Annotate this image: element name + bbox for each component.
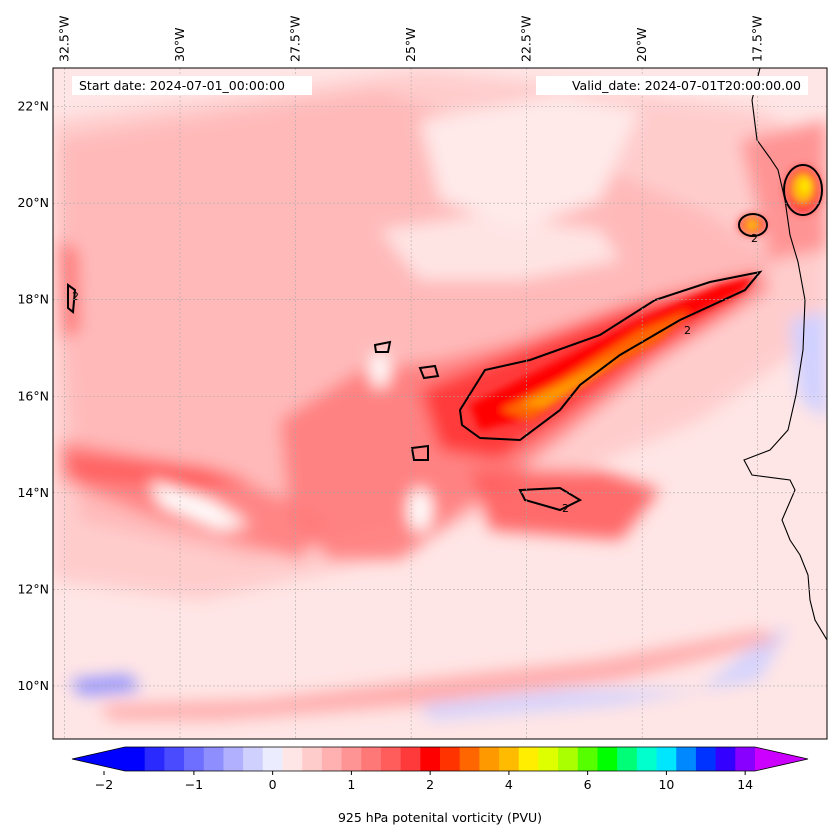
contour-label: 2 — [751, 232, 758, 245]
colorbar-tick-label: −1 — [185, 777, 203, 792]
colorbar-tick-label: 14 — [737, 777, 753, 792]
gridlines — [53, 68, 827, 739]
colorbar-tick-label: 10 — [658, 777, 674, 792]
colorbar-tick-label: 0 — [269, 777, 277, 792]
colorbar-extend-high — [755, 747, 808, 771]
colorbar-swatch — [636, 747, 658, 771]
contour-label: 2 — [72, 290, 79, 303]
colorbar-swatch — [400, 747, 421, 771]
colorbar-tick-label: −2 — [95, 777, 113, 792]
colorbar-tick-label: 4 — [505, 777, 513, 792]
map-frame — [52, 67, 828, 740]
colorbar-swatch — [715, 747, 736, 771]
valid-date-box — [536, 76, 808, 95]
longitude-label: 30°W — [172, 27, 187, 62]
colorbar-tick-label: 2 — [426, 777, 434, 792]
colorbar-outline — [71, 746, 809, 772]
colorbar-swatch — [223, 747, 244, 771]
colorbar-swatch — [597, 747, 618, 771]
colorbar-swatch — [676, 747, 697, 771]
colorbar-swatch — [617, 747, 638, 771]
colorbar-swatch — [125, 747, 146, 771]
colorbar-swatch — [164, 747, 185, 771]
colorbar-swatch — [577, 747, 598, 771]
colorbar-swatch — [282, 747, 303, 771]
colorbar-swatch — [420, 747, 441, 771]
colorbar-swatch — [380, 747, 402, 771]
contour-labels: 2 2 2 2 — [72, 232, 758, 515]
latitude-label: 22°N — [17, 99, 49, 114]
longitude-label: 27.5°W — [288, 16, 303, 62]
contour-label: 2 — [562, 502, 569, 515]
colorbar-swatch — [479, 747, 500, 771]
colorbar-tick-label: 1 — [347, 777, 355, 792]
contour-2pvu — [67, 164, 823, 512]
longitude-label: 20°W — [634, 27, 649, 62]
colorbar-swatch — [538, 747, 559, 771]
colorbar-swatch — [499, 747, 520, 771]
valid-date: Valid_date: 2024-07-01T20:00:00.00 — [572, 78, 801, 93]
start-date-box — [72, 76, 312, 95]
longitude-label: 22.5°W — [519, 16, 534, 62]
colorbar-extend-low — [72, 747, 125, 771]
contour-label: 2 — [684, 324, 691, 337]
colorbar-ticks: −2 −1 0 1 2 4 6 10 14 — [95, 771, 753, 792]
latitude-label: 20°N — [17, 195, 49, 210]
colorbar-swatch — [361, 747, 382, 771]
colorbar-swatch — [302, 747, 323, 771]
colorbar-swatch — [459, 747, 480, 771]
latitude-label: 12°N — [17, 581, 49, 596]
longitude-label: 25°W — [403, 27, 418, 62]
colorbar-swatch — [656, 747, 677, 771]
latitude-label: 10°N — [17, 678, 49, 693]
colorbar-swatch — [341, 747, 362, 771]
colorbar-label: 925 hPa potenital vorticity (PVU) — [338, 810, 542, 825]
colorbar-swatch — [518, 747, 539, 771]
colorbar-swatch — [558, 747, 579, 771]
latitude-label: 18°N — [17, 292, 49, 307]
colorbar-swatch — [321, 747, 343, 771]
pv-field: 2 2 2 2 — [53, 68, 827, 739]
colorbar-swatch — [243, 747, 264, 771]
colorbar-swatch — [262, 747, 283, 771]
longitude-labels: 32.5°W 30°W 27.5°W 25°W 22.5°W 20°W 17.5°W — [57, 16, 765, 62]
latitude-label: 14°N — [17, 485, 49, 500]
colorbar-swatch — [695, 747, 717, 771]
colorbar-swatch — [735, 747, 756, 771]
start-date: Start date: 2024-07-01_00:00:00 — [79, 78, 285, 93]
colorbar-swatch — [144, 747, 165, 771]
colorbar-swatch — [184, 747, 205, 771]
coastline — [743, 68, 827, 641]
colorbar — [71, 746, 809, 772]
longitude-label: 32.5°W — [57, 16, 72, 62]
colorbar-tick-label: 6 — [584, 777, 592, 792]
colorbar-swatch — [203, 747, 224, 771]
colorbar-swatch — [440, 747, 461, 771]
latitude-label: 16°N — [17, 388, 49, 403]
longitude-label: 17.5°W — [750, 16, 765, 62]
latitude-labels: 22°N 20°N 18°N 16°N 14°N 12°N 10°N — [17, 99, 49, 693]
